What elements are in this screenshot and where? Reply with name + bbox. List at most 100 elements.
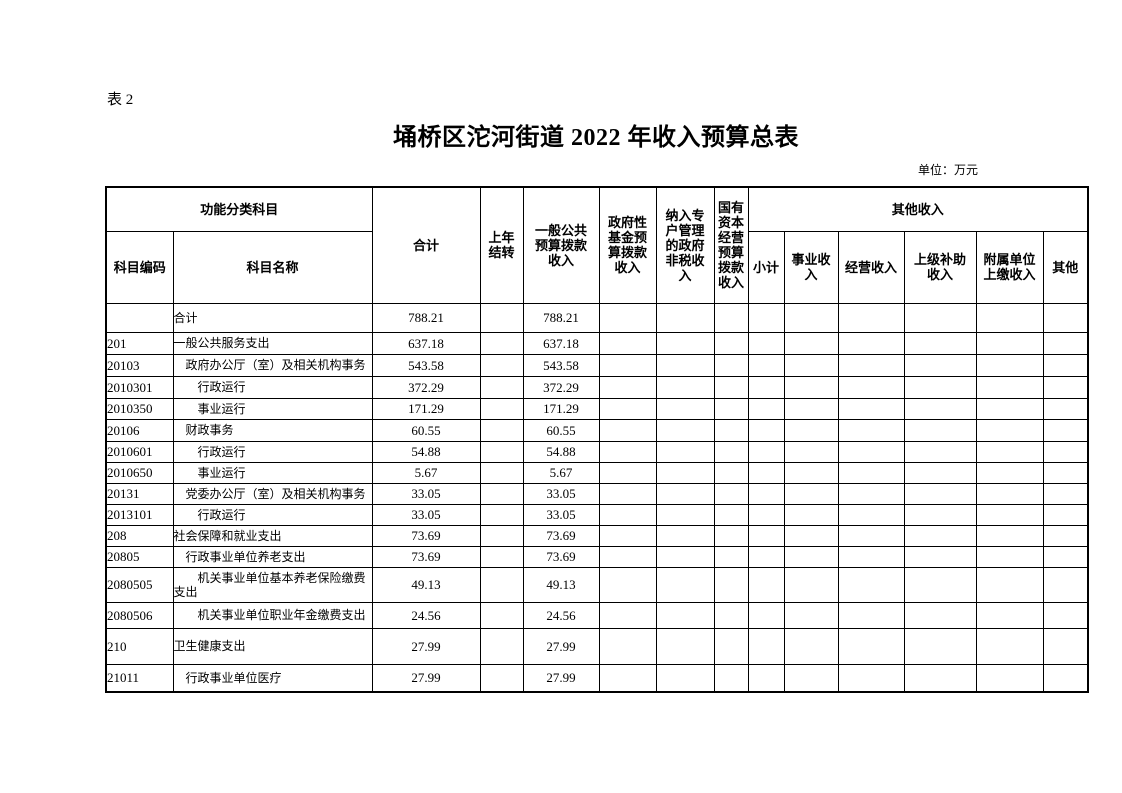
cell-superior-subsidy bbox=[903, 545, 977, 568]
cell-operating-income bbox=[837, 566, 905, 603]
cell-superior-subsidy bbox=[903, 663, 977, 693]
table-row: 2010350 事业运行 171.29 171.29 bbox=[105, 397, 1089, 420]
cell-state-capital bbox=[713, 482, 749, 505]
cell-general-budget: 73.69 bbox=[522, 545, 600, 568]
cell-special-account bbox=[655, 302, 715, 333]
cell-code: 2010301 bbox=[105, 375, 174, 399]
cell-superior-subsidy bbox=[903, 524, 977, 547]
cell-business-income bbox=[783, 524, 839, 547]
cell-name: 政府办公厅（室）及相关机构事务 bbox=[172, 353, 373, 377]
cell-gov-fund bbox=[598, 627, 657, 665]
cell-carryover bbox=[479, 545, 524, 568]
cell-affiliated-remit bbox=[975, 503, 1044, 526]
cell-special-account bbox=[655, 353, 715, 377]
header-gov-fund-income: 政府性 基金预 算拨款 收入 bbox=[598, 186, 657, 304]
cell-operating-income bbox=[837, 627, 905, 665]
cell-superior-subsidy bbox=[903, 566, 977, 603]
cell-business-income bbox=[783, 331, 839, 355]
table-row: 2080505 机关事业单位基本养老保险缴费支出 49.13 49.13 bbox=[105, 566, 1089, 603]
cell-other bbox=[1042, 545, 1089, 568]
page-title: 埇桥区沱河街道 2022 年收入预算总表 bbox=[393, 125, 799, 151]
cell-other bbox=[1042, 566, 1089, 603]
table-row: 20805 行政事业单位养老支出 73.69 73.69 bbox=[105, 545, 1089, 568]
cell-superior-subsidy bbox=[903, 503, 977, 526]
cell-gov-fund bbox=[598, 566, 657, 603]
cell-operating-income bbox=[837, 418, 905, 442]
cell-subtotal bbox=[747, 503, 785, 526]
cell-other bbox=[1042, 440, 1089, 463]
table-row: 208 社会保障和就业支出 73.69 73.69 bbox=[105, 524, 1089, 547]
cell-name: 一般公共服务支出 bbox=[172, 331, 373, 355]
cell-business-income bbox=[783, 461, 839, 484]
cell-gov-fund bbox=[598, 482, 657, 505]
cell-subtotal bbox=[747, 302, 785, 333]
cell-general-budget: 171.29 bbox=[522, 397, 600, 420]
cell-carryover bbox=[479, 524, 524, 547]
cell-code: 2010650 bbox=[105, 461, 174, 484]
cell-total: 73.69 bbox=[371, 545, 481, 568]
header-subtotal: 小计 bbox=[747, 230, 785, 304]
cell-total: 27.99 bbox=[371, 627, 481, 665]
cell-code: 2010350 bbox=[105, 397, 174, 420]
cell-special-account bbox=[655, 663, 715, 693]
cell-general-budget: 33.05 bbox=[522, 482, 600, 505]
cell-general-budget: 60.55 bbox=[522, 418, 600, 442]
cell-general-budget: 543.58 bbox=[522, 353, 600, 377]
cell-code: 201 bbox=[105, 331, 174, 355]
cell-special-account bbox=[655, 397, 715, 420]
cell-special-account bbox=[655, 375, 715, 399]
cell-business-income bbox=[783, 353, 839, 377]
header-superior-subsidy: 上级补助 收入 bbox=[903, 230, 977, 304]
cell-name: 合计 bbox=[172, 302, 373, 333]
cell-other bbox=[1042, 482, 1089, 505]
cell-superior-subsidy bbox=[903, 461, 977, 484]
cell-state-capital bbox=[713, 627, 749, 665]
cell-total: 171.29 bbox=[371, 397, 481, 420]
cell-affiliated-remit bbox=[975, 331, 1044, 355]
cell-affiliated-remit bbox=[975, 663, 1044, 693]
table-row: 2010650 事业运行 5.67 5.67 bbox=[105, 461, 1089, 484]
cell-operating-income bbox=[837, 461, 905, 484]
cell-state-capital bbox=[713, 418, 749, 442]
header-general-budget-income: 一般公共 预算拨款 收入 bbox=[522, 186, 600, 304]
cell-gov-fund bbox=[598, 503, 657, 526]
cell-operating-income bbox=[837, 482, 905, 505]
cell-operating-income bbox=[837, 353, 905, 377]
cell-subtotal bbox=[747, 397, 785, 420]
table-row: 201 一般公共服务支出 637.18 637.18 bbox=[105, 331, 1089, 355]
cell-carryover bbox=[479, 566, 524, 603]
cell-operating-income bbox=[837, 524, 905, 547]
cell-name: 机关事业单位基本养老保险缴费支出 bbox=[172, 566, 373, 603]
cell-superior-subsidy bbox=[903, 440, 977, 463]
cell-affiliated-remit bbox=[975, 566, 1044, 603]
cell-general-budget: 27.99 bbox=[522, 663, 600, 693]
cell-superior-subsidy bbox=[903, 482, 977, 505]
cell-operating-income bbox=[837, 331, 905, 355]
header-row-2: 科目编码 科目名称 小计 事业收 入 经营收入 上级补助 收入 附属单位 上缴收… bbox=[105, 230, 1089, 304]
cell-state-capital bbox=[713, 353, 749, 377]
cell-code: 20805 bbox=[105, 545, 174, 568]
cell-superior-subsidy bbox=[903, 601, 977, 629]
cell-name: 行政运行 bbox=[172, 375, 373, 399]
cell-carryover bbox=[479, 397, 524, 420]
cell-carryover bbox=[479, 353, 524, 377]
cell-gov-fund bbox=[598, 663, 657, 693]
cell-other bbox=[1042, 524, 1089, 547]
cell-general-budget: 24.56 bbox=[522, 601, 600, 629]
cell-operating-income bbox=[837, 601, 905, 629]
cell-superior-subsidy bbox=[903, 418, 977, 442]
cell-other bbox=[1042, 627, 1089, 665]
table-row: 21011 行政事业单位医疗 27.99 27.99 bbox=[105, 663, 1089, 693]
cell-carryover bbox=[479, 418, 524, 442]
cell-special-account bbox=[655, 566, 715, 603]
cell-superior-subsidy bbox=[903, 375, 977, 399]
cell-special-account bbox=[655, 601, 715, 629]
header-other-income-group: 其他收入 bbox=[747, 186, 1089, 232]
cell-general-budget: 33.05 bbox=[522, 503, 600, 526]
cell-special-account bbox=[655, 627, 715, 665]
cell-affiliated-remit bbox=[975, 627, 1044, 665]
cell-business-income bbox=[783, 566, 839, 603]
cell-special-account bbox=[655, 545, 715, 568]
cell-special-account bbox=[655, 482, 715, 505]
cell-operating-income bbox=[837, 545, 905, 568]
